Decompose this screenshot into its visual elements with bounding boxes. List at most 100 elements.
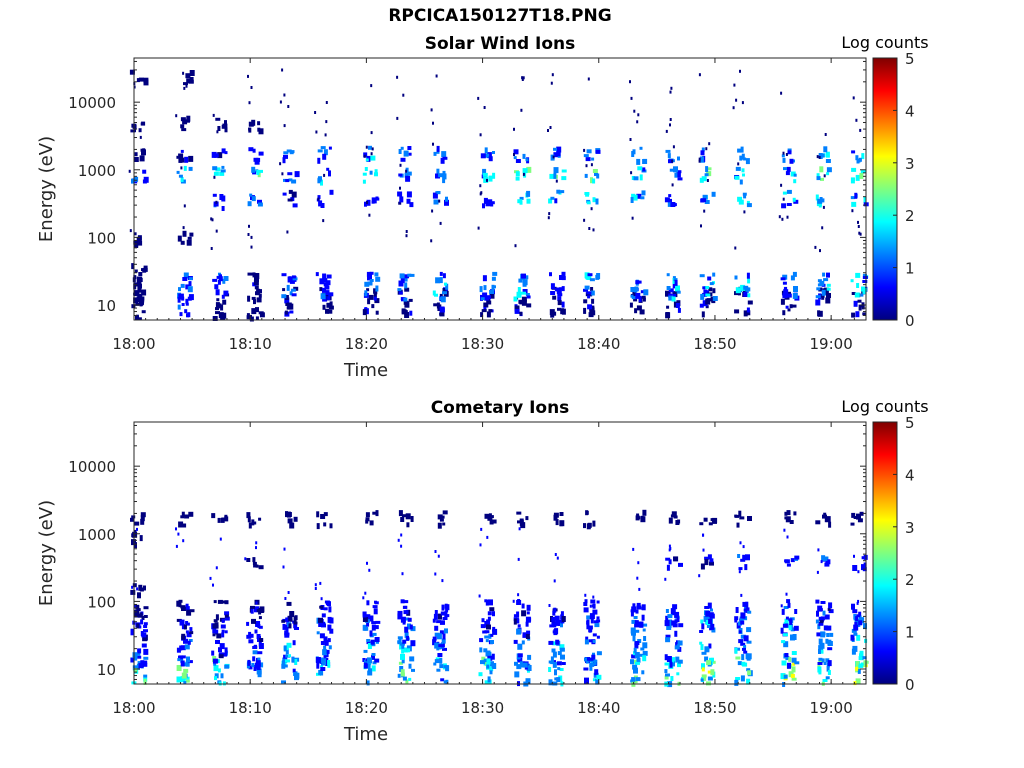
heatmap-cell — [629, 138, 632, 141]
heatmap-cell — [181, 655, 186, 659]
heatmap-cell — [139, 535, 143, 542]
heatmap-cell — [747, 670, 752, 676]
heatmap-cell — [286, 284, 290, 291]
heatmap-cell — [559, 275, 562, 280]
heatmap-cell — [521, 296, 527, 302]
heatmap-cell — [594, 669, 599, 676]
heatmap-cell — [855, 666, 859, 671]
heatmap-cell — [703, 289, 708, 295]
heatmap-cell — [700, 644, 704, 651]
heatmap-cell — [252, 561, 257, 565]
heatmap-cell — [224, 516, 229, 522]
heatmap-cell — [251, 519, 255, 526]
heatmap-cell — [362, 611, 366, 616]
heatmap-cell — [672, 293, 677, 297]
heatmap-cell — [825, 151, 830, 158]
heatmap-cell — [512, 599, 515, 603]
heatmap-cell — [143, 656, 149, 660]
heatmap-cell — [664, 197, 670, 203]
heatmap-cell — [742, 173, 745, 177]
heatmap-cell — [249, 193, 253, 197]
heatmap-cell — [218, 303, 222, 309]
heatmap-cell — [485, 203, 491, 207]
heatmap-cell — [522, 634, 528, 638]
heatmap-cell — [862, 280, 868, 283]
heatmap-cell — [701, 176, 707, 182]
heatmap-cell — [818, 657, 823, 661]
heatmap-cell — [367, 281, 373, 286]
heatmap-cell — [185, 606, 190, 611]
heatmap-cell — [328, 645, 332, 650]
heatmap-cell — [258, 169, 263, 173]
heatmap-cell — [631, 619, 637, 624]
heatmap-cell — [781, 203, 787, 209]
x-tick-label: 18:00 — [112, 699, 155, 717]
heatmap-cell — [634, 629, 640, 633]
heatmap-cell — [631, 193, 636, 199]
heatmap-cell — [283, 547, 286, 551]
heatmap-cell — [396, 75, 399, 79]
heatmap-cell — [293, 623, 298, 629]
heatmap-cell — [710, 296, 714, 302]
heatmap-cell — [592, 228, 595, 232]
heatmap-cell — [292, 640, 296, 646]
heatmap-cell — [143, 585, 146, 591]
heatmap-cell — [819, 280, 825, 286]
heatmap-cell — [592, 678, 596, 682]
heatmap-cell — [861, 564, 864, 571]
heatmap-cell — [734, 616, 739, 621]
heatmap-cell — [477, 96, 480, 100]
heatmap-cell — [826, 272, 830, 278]
heatmap-cell — [370, 152, 373, 156]
heatmap-cell — [857, 518, 863, 523]
heatmap-cell — [592, 520, 596, 527]
heatmap-cell — [180, 117, 186, 122]
heatmap-cell — [708, 287, 713, 292]
heatmap-cell — [786, 599, 791, 604]
heatmap-cell — [822, 205, 825, 209]
heatmap-cell — [284, 310, 288, 315]
heatmap-cell — [371, 654, 375, 660]
heatmap-cell — [287, 591, 290, 594]
heatmap-cell — [585, 636, 589, 640]
heatmap-cell — [631, 677, 636, 684]
heatmap-cell — [555, 639, 560, 645]
heatmap-cell — [183, 165, 187, 171]
heatmap-cell — [678, 623, 684, 628]
heatmap-cell — [711, 627, 716, 633]
heatmap-cell — [259, 662, 264, 668]
heatmap-cell — [133, 85, 136, 89]
heatmap-cell — [410, 516, 414, 522]
heatmap-cell — [709, 558, 714, 563]
heatmap-cell — [488, 175, 493, 182]
heatmap-cell — [780, 298, 785, 305]
heatmap-cell — [707, 276, 712, 281]
heatmap-cell — [556, 289, 562, 295]
y-tick-label: 10000 — [68, 94, 116, 112]
heatmap-cell — [823, 146, 828, 153]
heatmap-cell — [439, 630, 444, 635]
heatmap-cell — [743, 291, 748, 297]
heatmap-cell — [223, 276, 229, 281]
heatmap-cell — [317, 197, 320, 201]
heatmap-cell — [705, 610, 711, 617]
heatmap-cell — [322, 658, 327, 665]
heatmap-cell — [209, 576, 212, 580]
heatmap-cell — [143, 79, 149, 86]
heatmap-cell — [211, 151, 217, 158]
heatmap-cell — [404, 626, 409, 633]
heatmap-cell — [136, 527, 138, 531]
heatmap-cell — [252, 272, 256, 278]
heatmap-cell — [399, 163, 402, 167]
heatmap-cell — [632, 603, 636, 608]
heatmap-cell — [318, 201, 322, 205]
heatmap-cell — [698, 157, 701, 161]
heatmap-cell — [327, 624, 332, 631]
heatmap-cell — [786, 563, 791, 567]
heatmap-cell — [630, 96, 633, 100]
heatmap-cell — [747, 516, 752, 521]
heatmap-cell — [218, 647, 222, 653]
heatmap-cell — [279, 100, 282, 104]
heatmap-cell — [404, 172, 409, 178]
heatmap-cell — [327, 616, 332, 623]
